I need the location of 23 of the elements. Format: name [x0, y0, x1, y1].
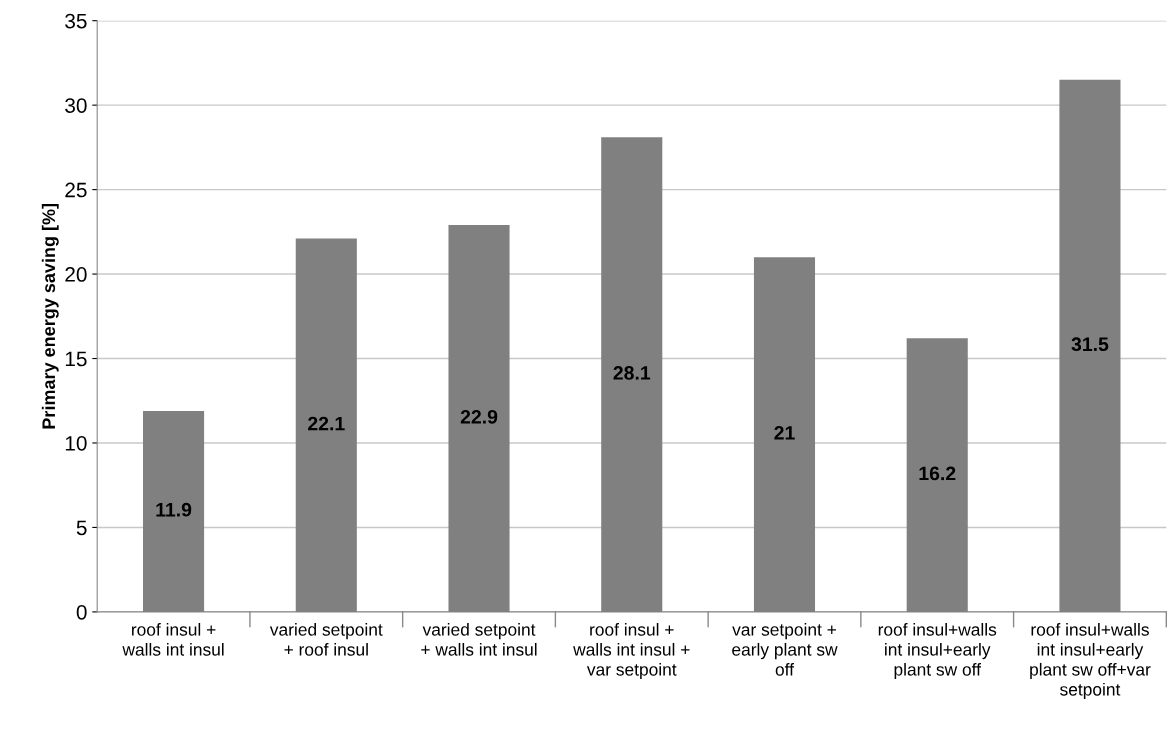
x-tick-label: roof insul + walls int insul + var setpoint	[573, 623, 690, 680]
x-tick-label: varied setpoint + roof insul	[269, 623, 383, 656]
y-tick-label: 10	[65, 435, 87, 451]
y-tick-label: 0	[76, 604, 87, 620]
data-label: 31.5	[1071, 337, 1109, 352]
data-label: 28.1	[613, 366, 651, 380]
y-tick-label: 5	[76, 520, 87, 536]
data-label: 16.2	[919, 466, 956, 481]
x-tick-label: roof insul+walls int insul+early plant sw off+var setpoint	[1030, 623, 1151, 700]
x-tick-label: roof insul + walls int insul	[122, 623, 224, 656]
data-label: 21	[774, 425, 795, 440]
data-label: 11.9	[156, 502, 192, 517]
x-tick-label: var setpoint + early plant sw off	[732, 623, 838, 676]
y-tick-label: 15	[65, 351, 87, 367]
y-tick-label: 25	[65, 182, 87, 198]
y-tick-label: 20	[65, 267, 87, 282]
y-tick-label: 30	[65, 98, 87, 113]
data-label: 22.1	[308, 416, 345, 431]
x-tick-label: roof insul+walls int insul+early plant sw off	[878, 623, 997, 680]
y-axis-title: Primary energy saving [%]	[41, 203, 59, 429]
x-tick-label: varied setpoint + walls int insul	[421, 623, 537, 656]
y-tick-label: 35	[65, 13, 87, 29]
data-label: 22.9	[460, 409, 498, 424]
